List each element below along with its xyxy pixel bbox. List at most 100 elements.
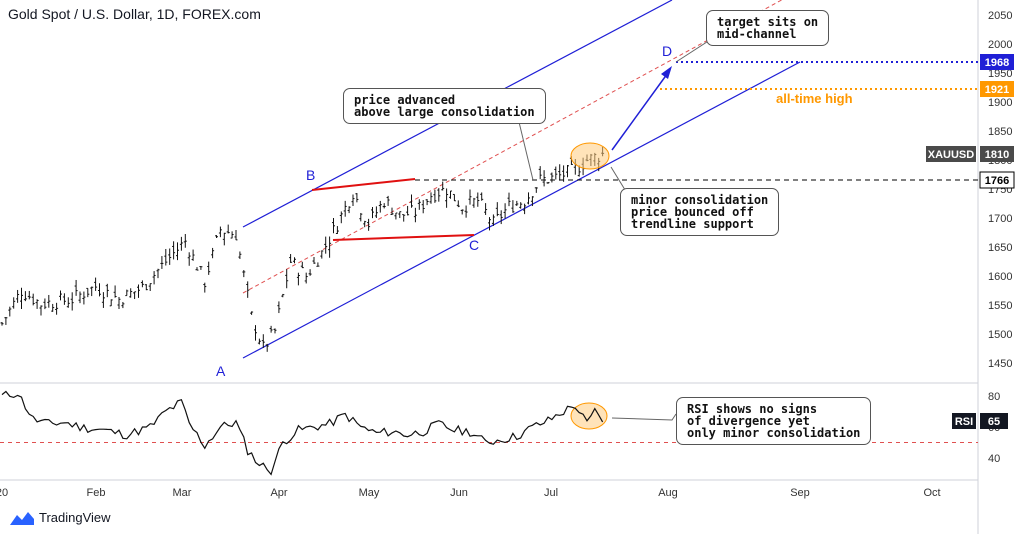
ohlc-bar[interactable] (328, 236, 332, 258)
ohlc-bar[interactable] (511, 200, 515, 213)
ohlc-bar[interactable] (363, 220, 367, 228)
ohlc-bar[interactable] (281, 293, 285, 298)
ohlc-bar[interactable] (484, 203, 488, 215)
ohlc-bar[interactable] (183, 234, 187, 248)
ohlc-bar[interactable] (261, 334, 265, 348)
ohlc-bar[interactable] (429, 192, 433, 204)
ohlc-bar[interactable] (456, 200, 460, 208)
ohlc-bar[interactable] (378, 200, 382, 213)
ohlc-bar[interactable] (558, 164, 562, 181)
ohlc-bar[interactable] (215, 235, 218, 239)
ohlc-bar[interactable] (230, 231, 234, 239)
price-axis[interactable]: 1450150015501600165017001750180018501900… (988, 10, 1012, 465)
ohlc-bar[interactable] (144, 284, 148, 291)
ohlc-bar[interactable] (488, 217, 491, 231)
ohlc-bar[interactable] (226, 224, 230, 234)
ohlc-bar[interactable] (39, 305, 43, 316)
ohlc-bars[interactable] (0, 146, 605, 352)
ohlc-bar[interactable] (16, 289, 20, 303)
ohlc-bar[interactable] (402, 214, 406, 222)
ohlc-bar[interactable] (460, 209, 464, 215)
ohlc-bar[interactable] (332, 217, 335, 234)
ohlc-bar[interactable] (12, 297, 16, 309)
ohlc-bar[interactable] (367, 218, 371, 231)
ohlc-bar[interactable] (304, 272, 308, 284)
ohlc-bar[interactable] (410, 194, 413, 208)
ohlc-bar[interactable] (300, 261, 304, 269)
ohlc-bar[interactable] (234, 230, 238, 241)
ohlc-bar[interactable] (538, 166, 542, 180)
ohlc-bar[interactable] (242, 270, 246, 278)
ohlc-bar[interactable] (347, 206, 351, 214)
ohlc-bar[interactable] (550, 172, 554, 183)
ohlc-bar[interactable] (390, 207, 394, 215)
ohlc-bar[interactable] (47, 294, 51, 308)
ohlc-bar[interactable] (250, 311, 254, 315)
ohlc-bar[interactable] (207, 261, 211, 275)
ohlc-bar[interactable] (172, 241, 176, 260)
ohlc-bar[interactable] (480, 192, 484, 201)
ohlc-bar[interactable] (222, 232, 226, 246)
consolidation-top-line[interactable] (311, 178, 416, 191)
ohlc-bar[interactable] (293, 257, 296, 264)
ohlc-bar[interactable] (476, 192, 480, 207)
ohlc-bar[interactable] (8, 306, 12, 317)
ohlc-bar[interactable] (152, 271, 156, 285)
ohlc-bar[interactable] (398, 211, 402, 219)
ohlc-bar[interactable] (507, 192, 511, 207)
consolidation-bottom-line[interactable] (332, 234, 475, 241)
ohlc-bar[interactable] (386, 195, 390, 206)
ohlc-bar[interactable] (394, 212, 398, 220)
ohlc-bar[interactable] (324, 236, 328, 254)
ohlc-bar[interactable] (35, 299, 39, 309)
ohlc-bar[interactable] (218, 226, 222, 238)
lower-channel-line[interactable] (242, 61, 801, 359)
time-axis[interactable]: 20 Feb Mar Apr May Jun Jul Aug Sep Oct (0, 487, 941, 499)
ohlc-bar[interactable] (257, 338, 261, 345)
ohlc-bar[interactable] (527, 192, 530, 205)
ohlc-bar[interactable] (273, 328, 277, 334)
ohlc-bar[interactable] (546, 182, 550, 184)
ohlc-bar[interactable] (203, 282, 207, 293)
ohlc-bar[interactable] (312, 257, 316, 264)
ohlc-bar[interactable] (254, 325, 257, 341)
ohlc-bar[interactable] (519, 202, 523, 209)
ohlc-bar[interactable] (269, 325, 273, 333)
ohlc-bar[interactable] (472, 197, 476, 208)
ohlc-bar[interactable] (554, 166, 558, 180)
ohlc-bar[interactable] (452, 193, 456, 202)
ohlc-bar[interactable] (160, 256, 164, 269)
ohlc-bar[interactable] (51, 303, 55, 312)
ohlc-bar[interactable] (530, 196, 534, 207)
ohlc-bar[interactable] (101, 292, 105, 308)
ohlc-bar[interactable] (199, 266, 203, 270)
ohlc-bar[interactable] (335, 226, 339, 234)
ohlc-bar[interactable] (343, 200, 347, 217)
ohlc-bar[interactable] (499, 210, 503, 225)
ohlc-bar[interactable] (562, 165, 566, 182)
ohlc-bar[interactable] (86, 287, 90, 298)
ohlc-bar[interactable] (425, 199, 429, 206)
ohlc-bar[interactable] (191, 249, 195, 261)
ohlc-bar[interactable] (164, 248, 168, 266)
ohlc-bar[interactable] (195, 267, 199, 271)
ohlc-bar[interactable] (125, 289, 129, 297)
ohlc-bar[interactable] (133, 291, 137, 300)
ohlc-bar[interactable] (371, 207, 374, 219)
ohlc-bar[interactable] (296, 272, 300, 286)
ohlc-bar[interactable] (148, 283, 152, 292)
ohlc-bar[interactable] (156, 268, 160, 279)
ohlc-bar[interactable] (406, 205, 410, 216)
ohlc-bar[interactable] (515, 200, 519, 206)
ohlc-bar[interactable] (94, 277, 98, 291)
ohlc-bar[interactable] (113, 285, 117, 298)
ohlc-bar[interactable] (55, 302, 59, 315)
ohlc-bar[interactable] (445, 188, 449, 208)
ohlc-bar[interactable] (168, 248, 172, 265)
ohlc-bar[interactable] (238, 251, 242, 259)
ohlc-bar[interactable] (98, 283, 101, 297)
ohlc-bar[interactable] (59, 290, 62, 301)
ohlc-bar[interactable] (421, 200, 425, 214)
ohlc-bar[interactable] (211, 247, 215, 259)
